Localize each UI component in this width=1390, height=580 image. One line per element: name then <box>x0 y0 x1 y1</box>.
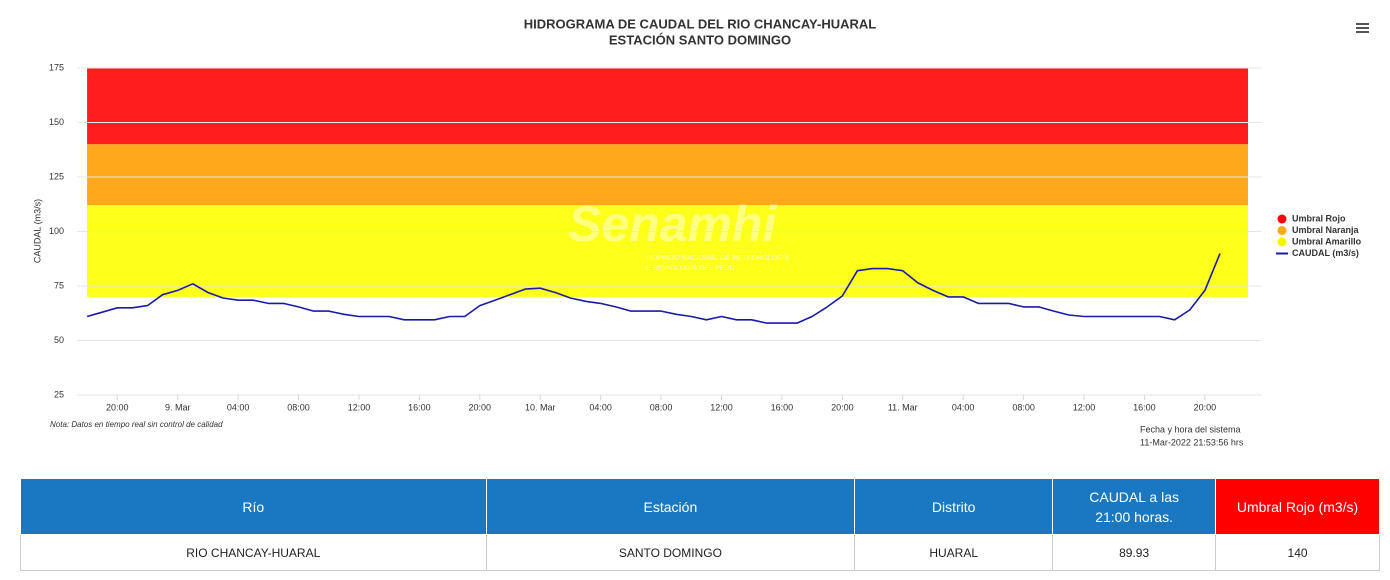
threshold-band <box>87 68 1249 145</box>
watermark: Senamhi <box>568 196 778 252</box>
legend-marker <box>1277 214 1287 224</box>
x-tick-label: 04:00 <box>227 402 250 412</box>
chart-subtitle: ESTACIÓN SANTO DOMINGO <box>609 32 791 47</box>
table-cell: 89.93 <box>1052 534 1217 571</box>
x-tick-label: 08:00 <box>287 402 310 412</box>
table-header: Río <box>20 478 487 535</box>
table-header: CAUDAL a las 21:00 horas. <box>1052 478 1217 535</box>
y-tick-label: 125 <box>49 171 64 181</box>
x-tick-label: 08:00 <box>1012 402 1035 412</box>
watermark-subtitle: SERVICIO NACIONAL DE METEOROLOGÍA <box>646 253 789 262</box>
x-tick-label: 20:00 <box>1194 402 1217 412</box>
y-axis-label: CAUDAL (m3/s) <box>32 199 42 263</box>
legend-label: Umbral Rojo <box>1292 213 1346 223</box>
data-row: RIO CHANCAY-HUARAL SANTO DOMINGO HUARAL 89.… <box>20 534 1380 571</box>
y-tick-label: 50 <box>54 335 64 345</box>
legend-label: Umbral Naranja <box>1292 225 1360 235</box>
y-tick-label: 100 <box>49 226 64 236</box>
menu-button[interactable] <box>1356 23 1369 33</box>
x-tick-label: 08:00 <box>650 402 673 412</box>
y-tick-label: 175 <box>49 62 64 72</box>
x-tick-label: 04:00 <box>952 402 975 412</box>
x-tick-label: 12:00 <box>710 402 733 412</box>
summary-table: Río Estación Distrito CAUDAL a las 21:00 ho… <box>20 478 1380 571</box>
x-tick-label: 11. Mar <box>888 402 918 412</box>
legend-marker <box>1277 237 1287 247</box>
system-time: 11-Mar-2022 21:53:56 hrs <box>1140 437 1244 447</box>
y-tick-label: 25 <box>54 389 64 399</box>
system-time-label: Fecha y hora del sistema <box>1140 424 1241 434</box>
x-tick-label: 20:00 <box>106 402 129 412</box>
watermark-subtitle: E HIDROLOGÍA DEL PERÚ <box>646 263 735 272</box>
chart-title: HIDROGRAMA DE CAUDAL DEL RIO CHANCAY-HUA… <box>524 16 877 31</box>
threshold-band <box>87 205 1249 297</box>
x-tick-label: 12:00 <box>348 402 371 412</box>
table-cell: 140 <box>1215 534 1380 571</box>
x-tick-label: 20:00 <box>831 402 854 412</box>
x-tick-label: 10. Mar <box>525 402 556 412</box>
table-header: Estación <box>485 478 856 535</box>
legend-label: Umbral Amarillo <box>1292 236 1362 246</box>
legend-marker <box>1277 226 1287 235</box>
y-tick-label: 75 <box>54 280 64 290</box>
x-tick-label: 04:00 <box>589 402 612 412</box>
note: Nota: Datos en tiempo real sin control d… <box>50 420 223 429</box>
y-tick-label: 150 <box>49 117 64 127</box>
threshold-band <box>87 144 1249 206</box>
x-tick-label: 16:00 <box>771 402 794 412</box>
header-row: Río Estación Distrito CAUDAL a las 21:00 ho… <box>20 478 1380 535</box>
x-tick-label: 20:00 <box>469 402 492 412</box>
x-tick-label: 9. Mar <box>165 402 191 412</box>
x-tick-label: 16:00 <box>408 402 431 412</box>
table-cell: RIO CHANCAY-HUARAL <box>20 534 487 571</box>
chart: HIDROGRAMA DE CAUDAL DEL RIO CHANCAY-HUA… <box>32 16 1369 447</box>
table-header: Distrito <box>854 478 1054 535</box>
table-cell: SANTO DOMINGO <box>485 534 856 571</box>
table-cell: HUARAL <box>854 534 1054 571</box>
table-header: Umbral Rojo (m3/s) <box>1215 478 1380 535</box>
legend-label: CAUDAL (m3/s) <box>1292 248 1359 258</box>
x-tick-label: 12:00 <box>1073 402 1096 412</box>
series-line <box>86 253 1221 324</box>
x-tick-label: 16:00 <box>1133 402 1156 412</box>
